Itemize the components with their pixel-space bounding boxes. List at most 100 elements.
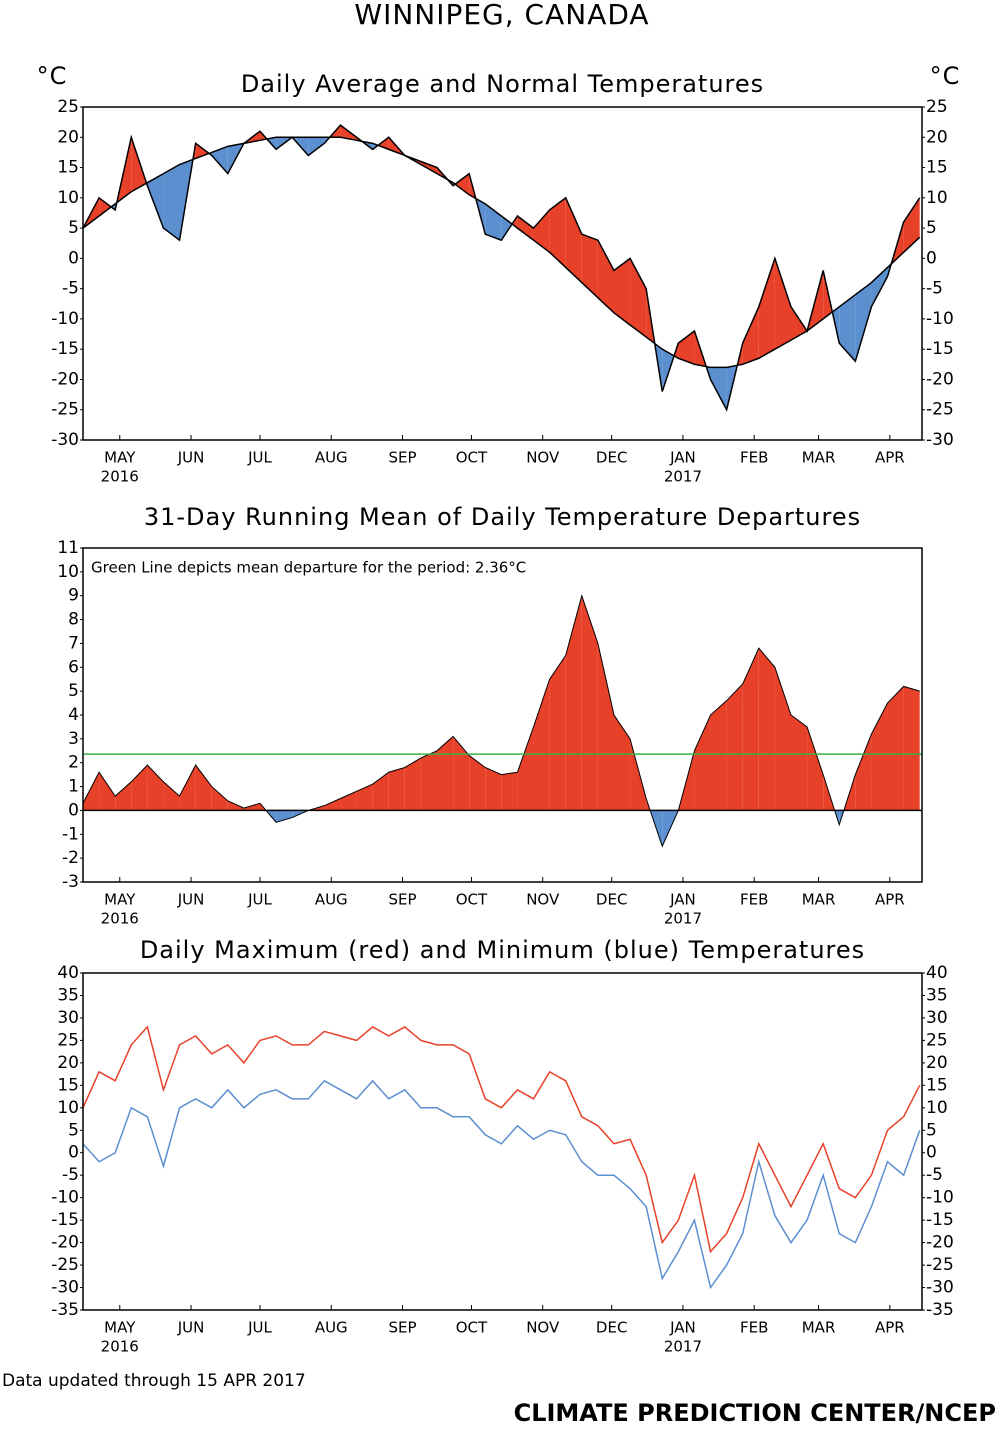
y-tick-label: -25 (926, 400, 954, 420)
departure-fill (790, 306, 808, 341)
departure-fill (455, 173, 470, 195)
y-tick-label: 10 (926, 188, 948, 208)
y-tick-label: 5 (68, 218, 79, 238)
y-tick-label: 11 (57, 538, 79, 558)
departure-fill (99, 772, 116, 811)
y-tick-label: -10 (926, 309, 954, 329)
departure-fill (195, 143, 210, 159)
departure-fill (742, 648, 759, 811)
departure-fill (517, 215, 534, 241)
y-tick-label: -5 (62, 279, 79, 299)
year-label: 2016 (101, 468, 139, 486)
page-title: WINNIPEG, CANADA (354, 0, 649, 31)
y-tick-label: 8 (68, 610, 79, 630)
y-tick-label: -20 (926, 1233, 954, 1253)
departure-fill (710, 700, 727, 811)
departure-fill (678, 331, 695, 365)
y-tick-label: -1 (62, 824, 79, 844)
year-label: 2017 (664, 468, 702, 486)
y-tick-label: 4 (68, 705, 79, 725)
departure-fill (758, 258, 775, 359)
departure-fill (565, 197, 582, 283)
y-tick-label: 15 (926, 158, 948, 178)
departure-fill (887, 686, 904, 811)
x-tick-label: OCT (456, 1319, 488, 1337)
plot-frame (82, 972, 923, 1311)
y-tick-label: 10 (57, 562, 79, 582)
x-tick-label: AUG (315, 891, 348, 909)
y-tick-label: 10 (57, 188, 79, 208)
footer-credit: CLIMATE PREDICTION CENTER/NCEP (514, 1399, 996, 1427)
departure-fill (613, 258, 631, 325)
departure-fill (243, 803, 260, 811)
departure-fill (710, 367, 727, 410)
y-tick-label: 1 (68, 777, 79, 797)
x-tick-label: FEB (740, 449, 768, 467)
y-tick-label: 5 (926, 218, 937, 238)
y-tick-label: 0 (68, 248, 79, 268)
departure-fill (597, 240, 614, 313)
y-tick-label: -20 (51, 1233, 79, 1253)
departure-fill (855, 282, 872, 362)
y-tick-label: 6 (68, 657, 79, 677)
departure-fill (807, 726, 824, 811)
y-tick-label: 35 (57, 985, 79, 1005)
y-tick-label: -15 (926, 1210, 954, 1230)
departure-fill (388, 767, 405, 811)
departure-fill (581, 595, 598, 811)
year-label: 2016 (101, 910, 139, 928)
y-tick-label: 40 (57, 963, 79, 983)
y-tick-label: 15 (926, 1075, 948, 1095)
departure-fill (99, 197, 112, 216)
departure-fill (147, 173, 164, 229)
x-tick-label: FEB (740, 1319, 768, 1337)
y-tick-label: 0 (68, 800, 79, 820)
departure-fill (436, 736, 454, 811)
y-tick-label: 0 (926, 248, 937, 268)
temperature-line (82, 1025, 921, 1254)
departure-line (82, 593, 920, 848)
y-tick-label: 30 (926, 1008, 948, 1028)
departure-fill (163, 164, 180, 241)
departure-fill (726, 683, 743, 811)
y-tick-label: -3 (62, 872, 79, 892)
x-tick-label: DEC (596, 449, 628, 467)
departure-fill (597, 643, 614, 811)
x-tick-label: AUG (315, 449, 348, 467)
departure-fill (227, 800, 244, 811)
y-tick-label: -20 (926, 369, 954, 389)
y-tick-label: 3 (68, 729, 79, 749)
x-tick-label: MAR (802, 449, 836, 467)
departure-fill (517, 726, 534, 811)
y-tick-label: 20 (57, 1053, 79, 1073)
y-tick-label: 0 (68, 1143, 79, 1163)
year-label: 2017 (664, 910, 702, 928)
y-tick-label: -10 (51, 1188, 79, 1208)
y-tick-label: -30 (926, 430, 954, 450)
departure-fill (565, 595, 582, 811)
y-tick-label: -25 (51, 1255, 79, 1275)
year-label: 2017 (664, 1338, 702, 1356)
y-tick-label: 9 (68, 586, 79, 606)
x-tick-label: NOV (526, 449, 560, 467)
y-tick-label: -30 (926, 1278, 954, 1298)
departure-fill (774, 258, 791, 350)
y-tick-label: 7 (68, 633, 79, 653)
y-tick-label: -15 (51, 339, 79, 359)
x-tick-label: SEP (388, 449, 416, 467)
departure-fill (83, 772, 100, 811)
x-tick-label: MAR (802, 891, 836, 909)
departure-fill (340, 791, 357, 811)
y-tick-label: 20 (926, 1053, 948, 1073)
departure-fill (903, 197, 920, 253)
y-tick-label: -15 (926, 339, 954, 359)
departure-fill (276, 810, 293, 823)
y-tick-label: -5 (926, 1165, 943, 1185)
footer-note: Data updated through 15 APR 2017 (2, 1371, 306, 1391)
departure-fill (903, 686, 920, 811)
departure-fill (377, 137, 389, 150)
y-tick-label: 5 (68, 1120, 79, 1140)
departure-fill (179, 765, 196, 811)
departure-fill (871, 267, 888, 307)
